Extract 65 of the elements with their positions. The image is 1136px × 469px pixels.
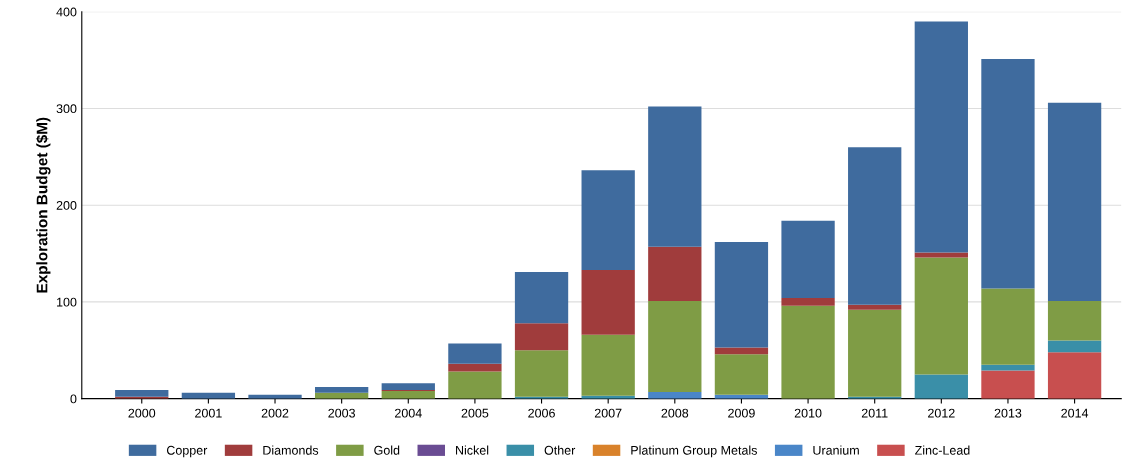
x-tick-label: 2007 xyxy=(594,408,622,418)
bar xyxy=(781,220,835,299)
x-tick-label: 2002 xyxy=(261,408,289,418)
x-tick-label: 2000 xyxy=(128,408,156,418)
bar xyxy=(781,298,835,306)
x-tick-label: 2005 xyxy=(461,408,489,418)
x-tick-label: 2014 xyxy=(1061,408,1089,418)
bar xyxy=(914,21,968,253)
x-tick-label: 2003 xyxy=(328,408,356,418)
x-tick-label: 2013 xyxy=(994,408,1022,418)
bar xyxy=(848,309,902,397)
bar xyxy=(115,389,169,397)
y-tick-label: 400 xyxy=(56,7,77,17)
bar xyxy=(914,374,968,399)
y-tick-label: 100 xyxy=(57,297,77,307)
bar xyxy=(648,106,702,247)
bar xyxy=(1047,340,1102,353)
bar xyxy=(1047,300,1102,341)
bar xyxy=(714,354,769,395)
bar xyxy=(981,59,1035,289)
legend-label: Zinc-Lead xyxy=(915,445,970,455)
x-tick-label: 2009 xyxy=(728,408,755,418)
x-tick-label: 2011 xyxy=(861,408,888,418)
bar xyxy=(381,390,435,399)
bar xyxy=(381,383,435,390)
x-tick-label: 2004 xyxy=(395,408,422,418)
legend-label: Diamonds xyxy=(263,445,319,455)
bar xyxy=(1047,352,1102,399)
legend-label: Gold xyxy=(374,445,400,455)
x-tick-label: 2010 xyxy=(794,408,822,418)
bar xyxy=(981,288,1035,365)
legend-label: Other xyxy=(544,445,576,455)
bar xyxy=(981,364,1035,371)
x-tick-label: 2006 xyxy=(528,408,555,418)
x-tick-label: 2012 xyxy=(928,408,955,418)
bar xyxy=(514,323,569,351)
y-tick-label: 0 xyxy=(70,394,77,404)
y-tick-label: 300 xyxy=(56,104,77,114)
legend-label: Uranium xyxy=(813,445,859,455)
bar xyxy=(581,334,635,396)
bar xyxy=(448,363,502,372)
bar xyxy=(848,147,902,305)
bar xyxy=(581,270,635,335)
bar xyxy=(315,387,369,393)
legend-label: Copper xyxy=(166,445,208,458)
bar xyxy=(914,257,968,375)
bar xyxy=(448,343,502,364)
bar xyxy=(848,304,902,310)
legend-label: Nickel xyxy=(456,445,489,455)
bar xyxy=(448,371,502,399)
bar xyxy=(648,246,702,301)
bar xyxy=(648,300,702,392)
bar xyxy=(514,271,569,324)
bar xyxy=(981,370,1035,399)
y-tick-label: 200 xyxy=(56,200,77,210)
x-tick-label: 2008 xyxy=(661,408,689,418)
bar xyxy=(1047,102,1102,301)
x-tick-label: 2001 xyxy=(195,408,222,418)
legend-label: Platinum Group Metals xyxy=(631,445,757,458)
bar xyxy=(714,347,769,355)
y-axis-title: Exploration Budget ($M) xyxy=(35,117,51,293)
bar xyxy=(781,305,835,399)
bar xyxy=(714,241,769,348)
bar xyxy=(581,170,635,270)
bar xyxy=(514,350,569,397)
